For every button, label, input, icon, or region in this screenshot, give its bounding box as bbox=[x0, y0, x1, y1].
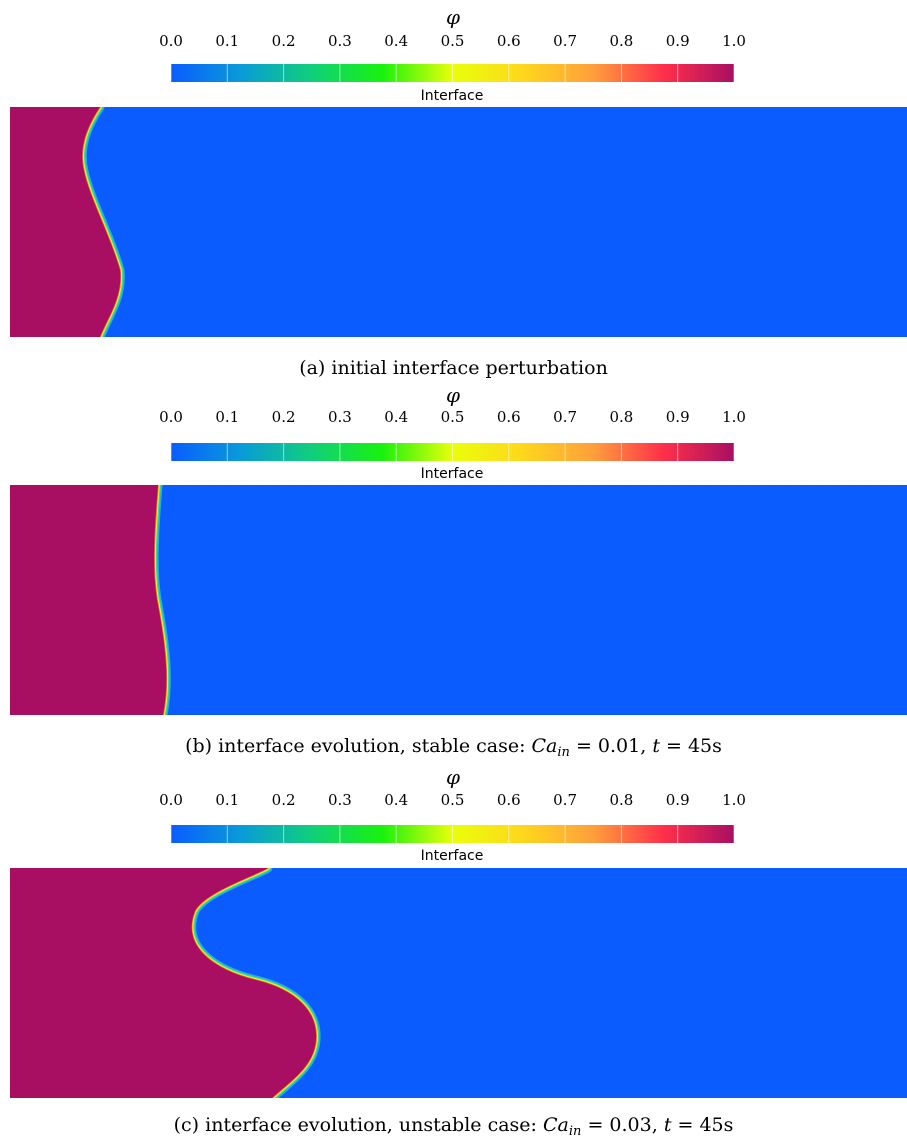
math-base: Ca bbox=[543, 1114, 569, 1136]
colorbar-tick-label: 1.0 bbox=[722, 32, 746, 50]
math-rest: = 0.03 bbox=[581, 1114, 652, 1136]
colorbar-title: φ bbox=[445, 383, 461, 407]
caption-separator: , bbox=[640, 735, 653, 757]
colorbar-tick-label: 0.9 bbox=[665, 32, 690, 50]
colorbar-tick-label: 0.8 bbox=[609, 32, 634, 50]
colorbar-tick-label: 0.6 bbox=[496, 791, 521, 809]
caption-text: (b) interface evolution, stable case: bbox=[185, 735, 532, 757]
phase-two-region bbox=[10, 107, 907, 337]
math-base: Ca bbox=[531, 735, 558, 757]
colorbar-label: Interface bbox=[420, 848, 484, 864]
phase-one-region bbox=[10, 107, 121, 337]
colorbar-tick-label: 0.2 bbox=[271, 32, 296, 50]
colorbar-tick-label: 0.6 bbox=[496, 408, 521, 426]
colorbar-tick-label: 1.0 bbox=[722, 791, 746, 809]
colorbar-tick-label: 0.4 bbox=[384, 791, 409, 809]
colorbar-tick-labels: 0.0 0.1 0.2 0.3 0.4 0.5 0.6 0.7 0.8 0.9 1.0 bbox=[0, 408, 907, 426]
colorbar-tick-label: 0.0 bbox=[159, 32, 183, 50]
figure-caption: (c) interface evolution, unstable case: … bbox=[0, 1113, 907, 1144]
colorbar-tick-label: 0.2 bbox=[271, 791, 296, 809]
math-subscript: in bbox=[557, 745, 570, 760]
colorbar-tick-label: 0.3 bbox=[327, 791, 352, 809]
caption-text: (a) initial interface perturbation bbox=[299, 357, 608, 379]
colorbar-label: Interface bbox=[420, 466, 484, 482]
caption-separator: , bbox=[651, 1114, 664, 1136]
colorbar-tick-label: 0.8 bbox=[609, 791, 634, 809]
colorbar-tick-label: 0.1 bbox=[215, 32, 240, 50]
math-subscript: in bbox=[568, 1124, 582, 1139]
colorbar-tick-label: 0.3 bbox=[327, 408, 352, 426]
caption-math-2: t bbox=[652, 735, 660, 757]
colorbar bbox=[171, 64, 734, 82]
colorbar-tick-labels: 0.0 0.1 0.2 0.3 0.4 0.5 0.6 0.7 0.8 0.9 1.0 bbox=[0, 32, 907, 50]
colorbar-tick-label: 1.0 bbox=[722, 408, 746, 426]
math-base: t bbox=[663, 1114, 672, 1136]
math-rest: = 0.01 bbox=[569, 735, 641, 757]
colorbar bbox=[171, 825, 734, 843]
colorbar-tick-label: 0.1 bbox=[215, 791, 240, 809]
phase-field-plot bbox=[10, 107, 907, 337]
colorbar-tick-label: 0.5 bbox=[440, 32, 465, 50]
colorbar-tick-label: 0.9 bbox=[665, 791, 690, 809]
colorbar-tick-label: 0.2 bbox=[271, 408, 296, 426]
colorbar-tick-label: 0.0 bbox=[159, 408, 183, 426]
colorbar-label: Interface bbox=[420, 88, 484, 104]
colorbar-title: φ bbox=[445, 5, 461, 29]
colorbar-title: φ bbox=[445, 765, 461, 789]
caption-math-1: Cain bbox=[531, 735, 570, 760]
colorbar-tick-label: 0.0 bbox=[159, 791, 183, 809]
caption-math-1: Cain bbox=[543, 1114, 582, 1139]
colorbar-tick-label: 0.7 bbox=[553, 32, 578, 50]
colorbar-tick-labels: 0.0 0.1 0.2 0.3 0.4 0.5 0.6 0.7 0.8 0.9 1.0 bbox=[0, 791, 907, 809]
colorbar-tick-label: 0.7 bbox=[553, 408, 578, 426]
colorbar-tick-label: 0.9 bbox=[665, 408, 690, 426]
caption-text: (c) interface evolution, unstable case: bbox=[173, 1114, 543, 1136]
colorbar-tick-label: 0.5 bbox=[440, 791, 465, 809]
colorbar-tick-label: 0.7 bbox=[553, 791, 578, 809]
colorbar-tick-label: 0.8 bbox=[609, 408, 634, 426]
colorbar-tick-label: 0.3 bbox=[327, 32, 352, 50]
colorbar bbox=[171, 443, 734, 461]
colorbar-tick-label: 0.4 bbox=[384, 32, 409, 50]
figure-caption: (b) interface evolution, stable case: Ca… bbox=[0, 734, 907, 765]
colorbar-tick-label: 0.1 bbox=[215, 408, 240, 426]
phase-one-region bbox=[10, 485, 167, 715]
math-rest: = 45s bbox=[671, 1114, 734, 1136]
colorbar-tick-label: 0.5 bbox=[440, 408, 465, 426]
caption-math-2: t bbox=[664, 1114, 672, 1136]
colorbar-tick-label: 0.4 bbox=[384, 408, 409, 426]
phase-field-plot bbox=[10, 868, 907, 1098]
math-rest: = 45s bbox=[659, 735, 722, 757]
phase-field-plot bbox=[10, 485, 907, 715]
figure-caption: (a) initial interface perturbation bbox=[0, 356, 907, 380]
colorbar-tick-label: 0.6 bbox=[496, 32, 521, 50]
math-base: t bbox=[652, 735, 660, 757]
phase-one-region bbox=[10, 868, 317, 1098]
